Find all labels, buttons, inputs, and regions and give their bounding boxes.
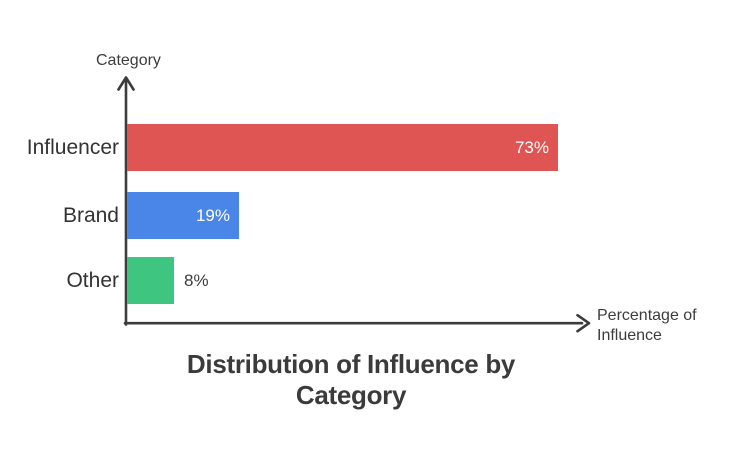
x-axis-title-line2: Influence	[597, 327, 662, 344]
chart-title-line2: Category	[295, 380, 407, 410]
category-label-other: Other	[66, 269, 119, 292]
bar-value-influencer: 73%	[514, 137, 549, 157]
bar-value-other: 8%	[184, 271, 209, 290]
y-axis-title: Category	[96, 52, 161, 69]
x-axis-title-line1: Percentage of	[597, 307, 697, 324]
bar-brand: 19%	[127, 192, 239, 239]
bar-other	[127, 257, 174, 304]
category-label-brand: Brand	[62, 204, 119, 227]
x-axis-title: Percentage of Influence	[597, 306, 717, 346]
chart-title: Distribution of Influence by Category	[101, 349, 601, 411]
bar-influencer: 73%	[127, 124, 558, 171]
x-axis-arrowhead-icon	[576, 313, 591, 333]
category-label-influencer: Influencer	[26, 136, 119, 159]
y-axis-arrowhead-icon	[117, 76, 135, 91]
chart-title-line1: Distribution of Influence by	[186, 349, 516, 379]
bar-value-brand: 19%	[195, 205, 230, 225]
